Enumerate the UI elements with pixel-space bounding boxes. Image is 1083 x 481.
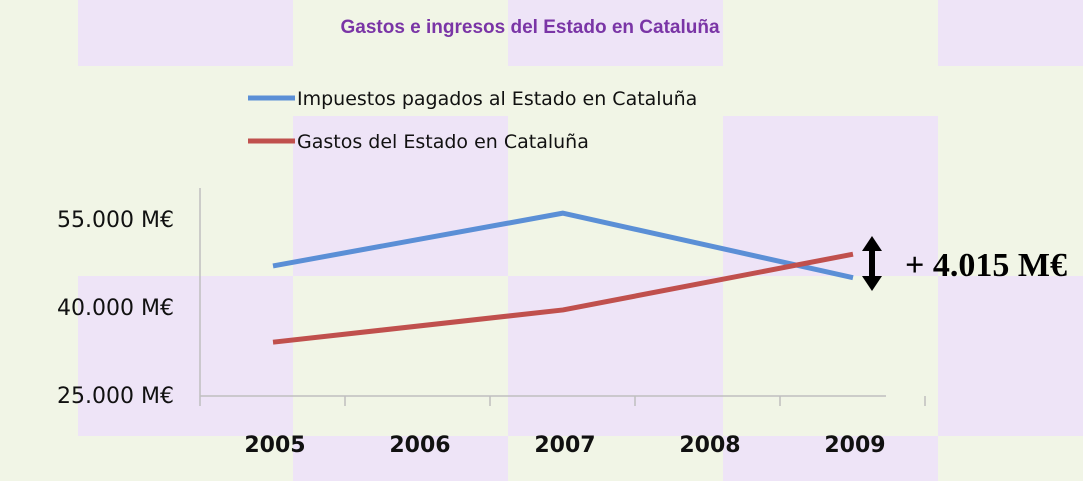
- y-tick-labels: 55.000 M€ 40.000 M€ 25.000 M€: [57, 208, 174, 409]
- y-tick-label-25000: 25.000 M€: [57, 384, 174, 409]
- y-tick-label-40000: 40.000 M€: [57, 296, 174, 321]
- difference-annotation: + 4.015 M€: [905, 247, 1067, 284]
- series-line-impuestos: [272, 210, 854, 281]
- x-tick-label-2007: 2007: [534, 433, 595, 458]
- legend: Impuestos pagados al Estado en Cataluña …: [248, 88, 697, 153]
- double-arrow-icon: [862, 236, 882, 291]
- legend-label-impuestos: Impuestos pagados al Estado en Cataluña: [297, 88, 697, 110]
- x-tick-labels: 2005 2006 2007 2008 2009: [244, 433, 885, 458]
- x-tick-label-2005: 2005: [244, 433, 305, 458]
- legend-label-gastos: Gastos del Estado en Cataluña: [297, 131, 589, 153]
- chart-title: Gastos e ingresos del Estado en Cataluña: [340, 17, 719, 38]
- x-tick-label-2009: 2009: [824, 433, 885, 458]
- x-tick-label-2008: 2008: [679, 433, 740, 458]
- y-tick-label-55000: 55.000 M€: [57, 208, 174, 233]
- axes: [199, 188, 926, 406]
- x-tick-label-2006: 2006: [389, 433, 450, 458]
- series-line-gastos: [272, 251, 854, 345]
- background-pattern: [78, 0, 1083, 481]
